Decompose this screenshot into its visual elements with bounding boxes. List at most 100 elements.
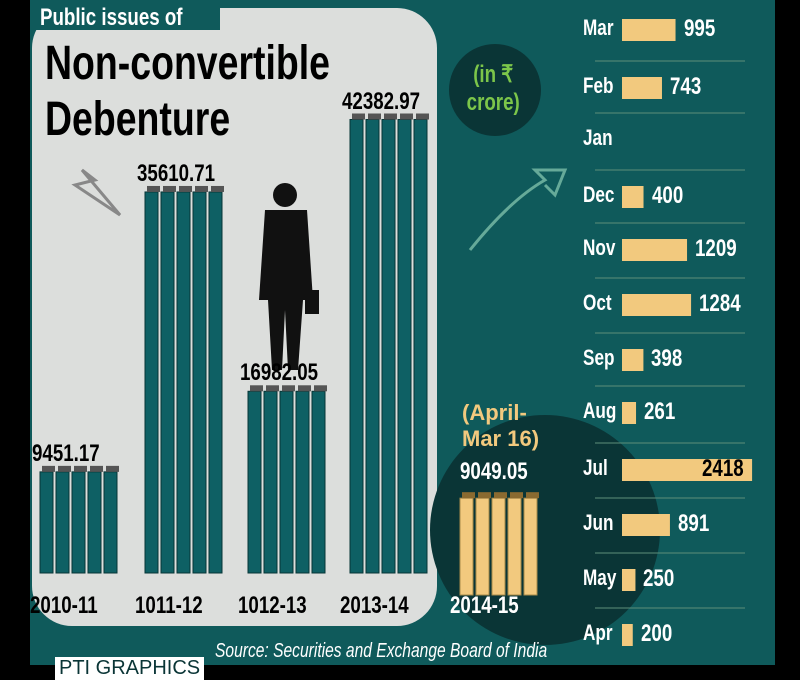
year-bar-slat [247,390,262,574]
year-bar-top [314,385,327,392]
year-bar-top [384,113,397,120]
month-value: 2418 [702,455,744,482]
month-value: 1209 [695,235,737,262]
up-arrow-icon-right [468,168,568,251]
year-bar-top [282,385,295,392]
month-bar [622,239,688,261]
year-bar-slat [208,191,223,574]
year-bar-top [74,465,87,472]
month-label: Sep [583,345,615,370]
year-bar-top [163,185,176,192]
year-bar-slat [475,497,490,596]
value-label: 9451.17 [32,439,100,467]
unit-circle [449,44,541,136]
year-bar-slat [176,191,191,574]
year-label: 1012-13 [238,592,307,619]
month-bar [622,514,670,536]
year-bar-top [368,113,381,120]
year-bar-slat [381,119,396,574]
month-value: 200 [640,620,672,647]
month-label: Dec [583,182,615,207]
month-value: 1284 [699,290,741,317]
month-bar [622,77,662,99]
month-label: Apr [583,620,613,645]
year-bar-slat [192,191,207,574]
year-bar-top [462,492,475,499]
year-bar-slat [103,471,118,574]
year-bar-top [106,465,119,472]
month-value: 891 [677,510,710,537]
header-kicker: Public issues of [40,4,183,31]
year-bar-slat [263,390,278,574]
year-bar-slat [160,191,175,574]
year-bar-slat [144,191,159,574]
month-bar [622,459,753,481]
month-value: 400 [651,182,683,209]
year-bar-slat [55,471,70,574]
pti-graphics-logo: PTI GRAPHICS [55,657,205,680]
year-bar-slat [365,119,380,574]
month-value: 261 [644,398,676,425]
month-value: 250 [643,565,675,592]
year-bar-slat [295,390,310,574]
year-bar-top [250,385,263,392]
year-bar-slat [87,471,102,574]
page-title-line2: Debenture [45,93,231,146]
year-bar-slat [523,497,538,596]
year-bar-top [478,492,491,499]
month-value: 398 [651,345,683,372]
value-label: 35610.71 [137,159,216,187]
year-bar-slat [39,471,54,574]
month-label: Jan [583,125,613,150]
year-bar-slat [459,497,474,596]
month-label: Mar [583,15,614,40]
month-label: Jun [583,510,614,535]
year-bar-top [526,492,539,499]
month-bar [622,186,644,208]
month-label: Jul [583,455,608,480]
year-bar-top [416,113,429,120]
month-value: 995 [683,15,715,42]
year-bar-slat [349,119,364,574]
year-bar-top [179,185,192,192]
value-label: 16982.05 [240,359,319,387]
value-label: 42382.97 [342,87,421,115]
page-title-line1: Non-convertible [45,37,330,90]
year-bar-top [58,465,71,472]
year-bar-top [352,113,365,120]
year-bar-top [195,185,208,192]
year-bar-top [147,185,160,192]
month-bar [622,624,633,646]
month-label: Oct [583,290,612,315]
year-bar-top [400,113,413,120]
year-bar-top [510,492,523,499]
year-label: 2013-14 [340,592,409,619]
up-arrow-icon [71,168,122,217]
month-label: May [583,565,617,590]
businessman-silhouette-icon [259,183,319,370]
month-bar [622,402,637,424]
year-bar-top [298,385,311,392]
value-label: 9049.05 [460,458,528,485]
year-label: 2014-15 [450,592,519,619]
year-bar-slat [71,471,86,574]
month-bar [622,19,676,41]
unit-label: (in ₹ crore) [466,61,520,116]
year-label: 1011-12 [135,592,203,619]
year-bar-slat [507,497,522,596]
year-bar-top [211,185,224,192]
year-bar-slat [413,119,428,574]
kicker-bg [30,0,220,30]
year-bar-top [266,385,279,392]
source-note: Source: Securities and Exchange Board of… [215,640,548,662]
year-bar-slat [491,497,506,596]
month-label: Nov [583,235,616,260]
month-label: Aug [583,398,617,423]
year-label: 2010-11 [30,592,98,619]
year-bar-slat [311,390,326,574]
month-bar [622,569,636,591]
period-annotation: (April-Mar 16) [462,400,540,451]
year-bar-slat [279,390,294,574]
